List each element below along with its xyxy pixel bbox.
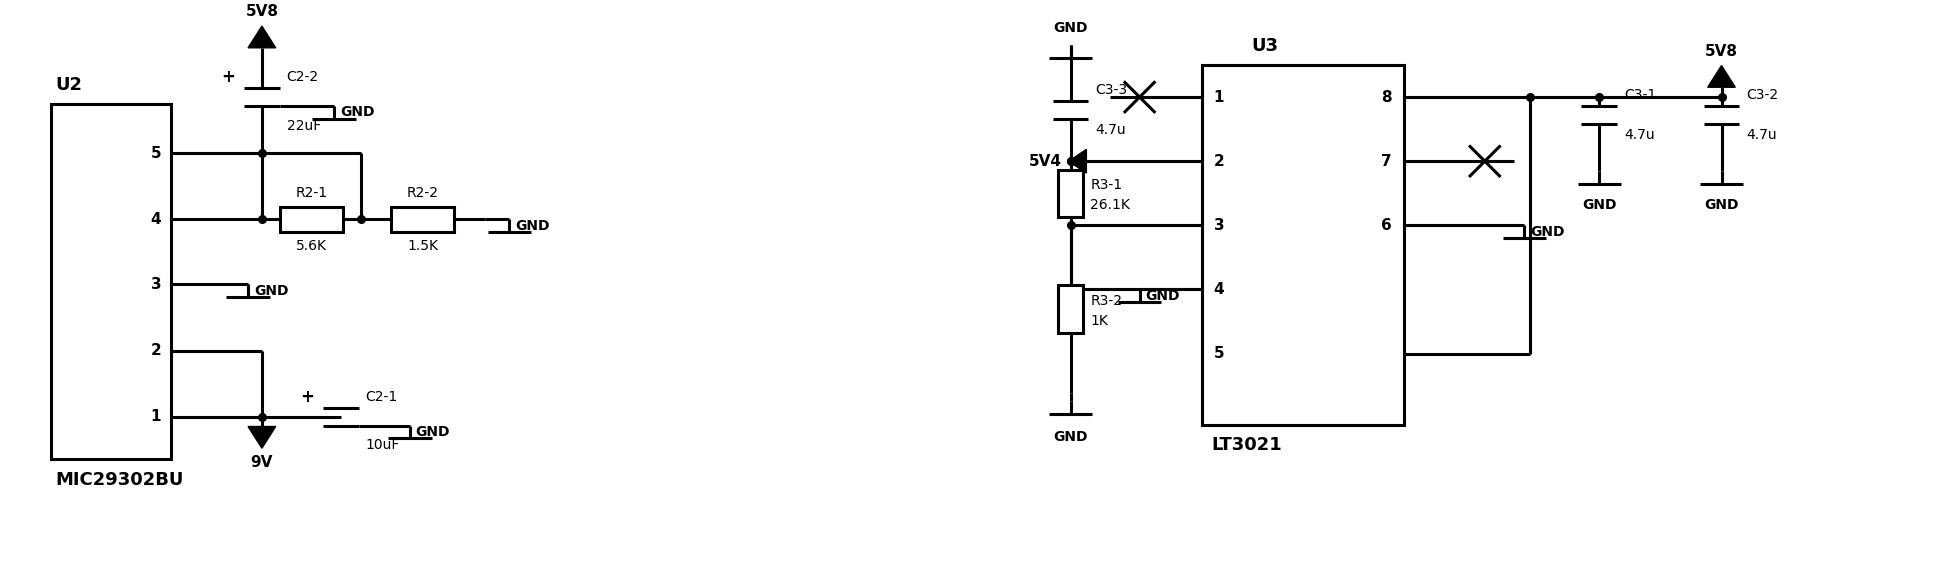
Text: C3-3: C3-3 (1096, 83, 1127, 97)
Text: GND: GND (1053, 430, 1088, 444)
Text: +: + (301, 388, 314, 406)
Text: GND: GND (415, 425, 450, 439)
Text: 4: 4 (1214, 282, 1224, 297)
Text: GND: GND (1702, 198, 1737, 212)
Text: 5V4: 5V4 (1028, 154, 1061, 169)
Text: GND: GND (1580, 198, 1615, 212)
Text: 5: 5 (151, 146, 161, 161)
Text: R3-2: R3-2 (1090, 294, 1123, 309)
Text: GND: GND (1053, 21, 1088, 35)
Text: C3-1: C3-1 (1623, 88, 1656, 102)
Bar (279, 206, 343, 232)
Text: MIC29302BU: MIC29302BU (56, 471, 184, 489)
Text: 5V8: 5V8 (244, 4, 277, 19)
Text: LT3021: LT3021 (1212, 437, 1282, 455)
Polygon shape (1068, 149, 1086, 173)
Text: C2-1: C2-1 (365, 390, 397, 404)
Text: 1: 1 (1214, 90, 1224, 104)
Text: 4: 4 (151, 212, 161, 227)
Bar (1057, 285, 1082, 333)
Text: 6: 6 (1381, 218, 1392, 233)
Bar (1200, 64, 1404, 425)
Text: 10uF: 10uF (365, 438, 399, 452)
Text: R2-2: R2-2 (407, 186, 438, 200)
Text: 1: 1 (151, 409, 161, 424)
Bar (392, 206, 454, 232)
Text: 22uF: 22uF (287, 119, 320, 133)
Text: 5V8: 5V8 (1704, 43, 1737, 59)
Text: GND: GND (1144, 289, 1179, 303)
Polygon shape (248, 426, 275, 448)
Text: 3: 3 (151, 277, 161, 292)
Text: GND: GND (254, 284, 289, 298)
Text: R2-1: R2-1 (295, 186, 328, 200)
Polygon shape (1706, 65, 1733, 87)
Text: 4.7u: 4.7u (1745, 127, 1776, 142)
Text: 2: 2 (151, 343, 161, 358)
Text: C3-2: C3-2 (1745, 88, 1778, 102)
Text: 3: 3 (1214, 218, 1224, 233)
Text: GND: GND (1530, 224, 1565, 239)
Text: 4.7u: 4.7u (1096, 123, 1125, 136)
Text: U2: U2 (56, 76, 83, 94)
Text: 5: 5 (1214, 346, 1224, 361)
Bar (50, 104, 171, 459)
Text: GND: GND (516, 219, 549, 233)
Bar (1057, 170, 1082, 217)
Polygon shape (248, 26, 275, 48)
Text: 4.7u: 4.7u (1623, 127, 1654, 142)
Text: 1.5K: 1.5K (407, 239, 438, 253)
Text: GND: GND (339, 105, 374, 120)
Text: 7: 7 (1381, 154, 1392, 169)
Text: U3: U3 (1251, 37, 1278, 55)
Text: 1K: 1K (1090, 314, 1107, 328)
Text: R3-1: R3-1 (1090, 178, 1123, 192)
Text: C2-2: C2-2 (287, 70, 318, 84)
Text: 5.6K: 5.6K (295, 239, 326, 253)
Text: 2: 2 (1214, 154, 1224, 169)
Text: 9V: 9V (250, 455, 273, 470)
Text: 8: 8 (1381, 90, 1392, 104)
Text: +: + (221, 68, 235, 86)
Text: 26.1K: 26.1K (1090, 198, 1130, 212)
